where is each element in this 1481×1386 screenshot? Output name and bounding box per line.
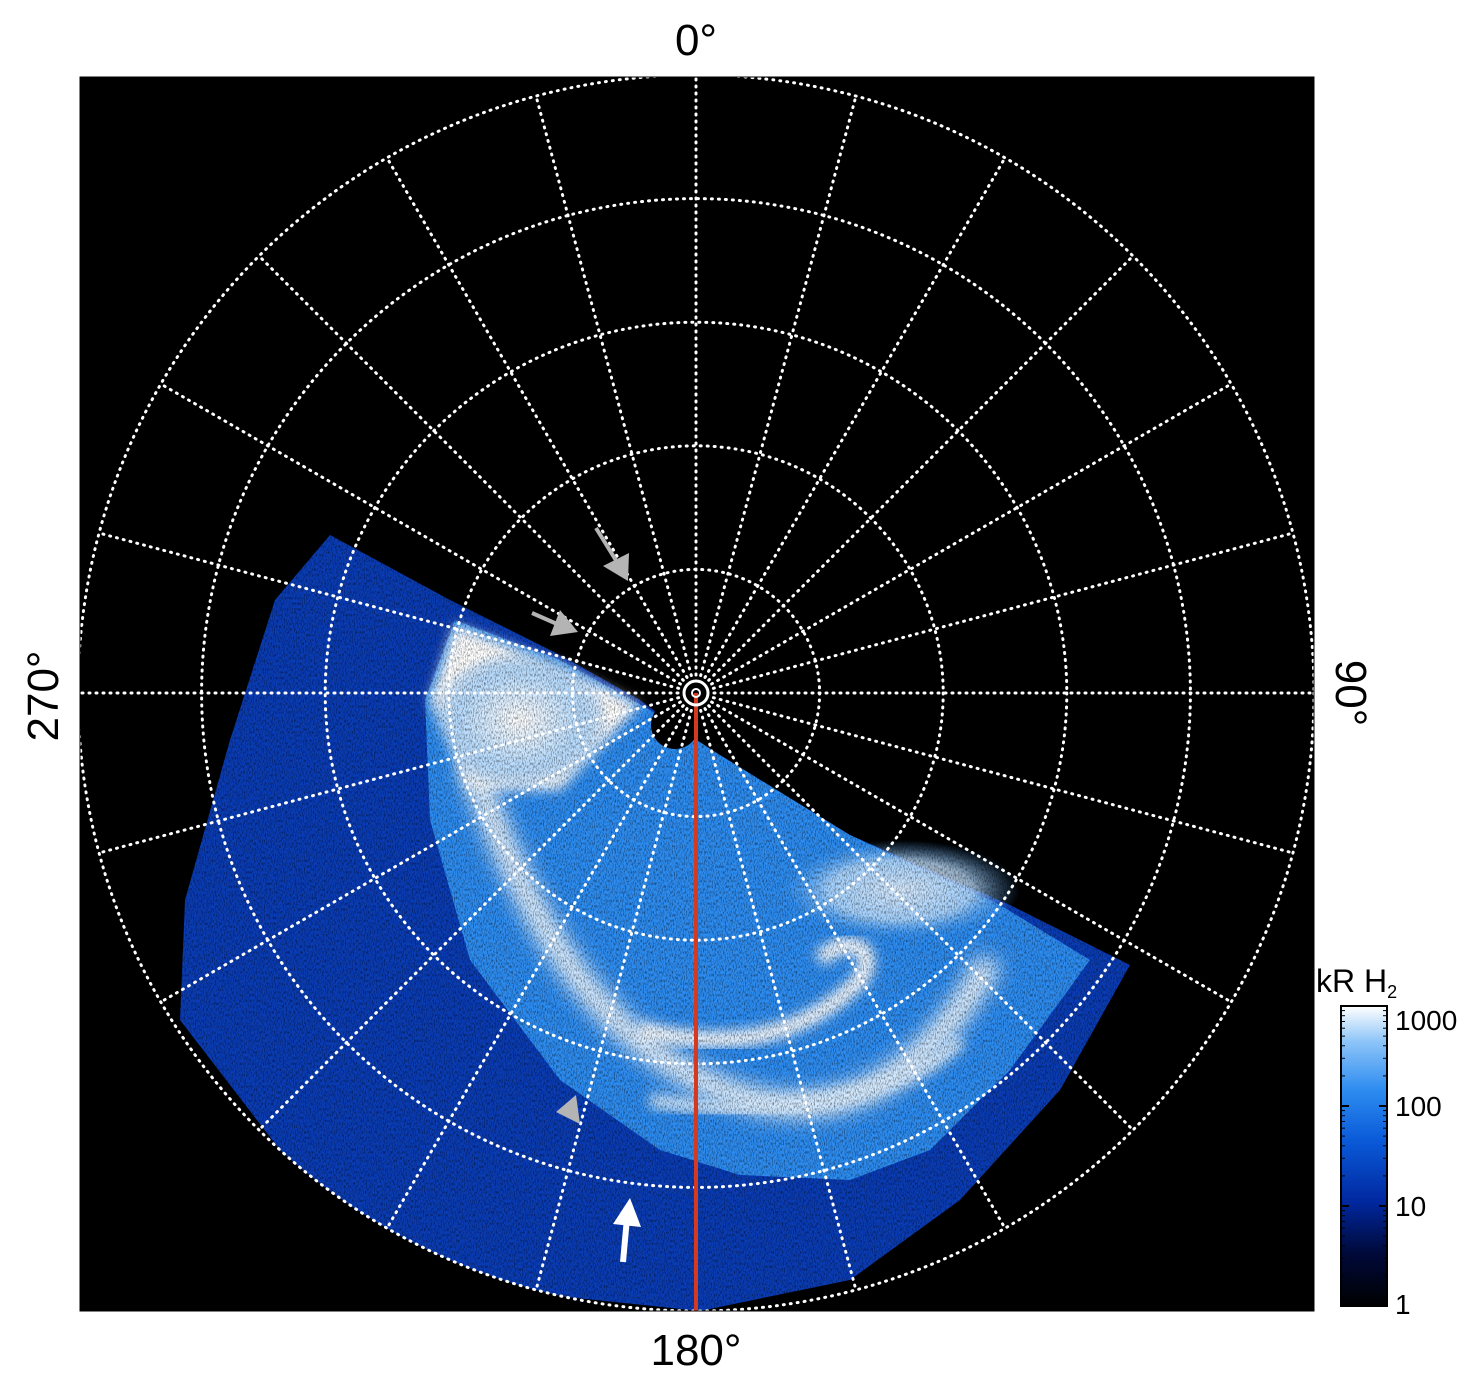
colorbar-ticks: 1 10 100 1000 xyxy=(1341,1005,1457,1320)
pole-marker-outer xyxy=(682,679,710,707)
grid-meridian-345 xyxy=(534,94,693,678)
grid-meridian-75 xyxy=(711,531,1295,690)
colorbar-label-subscript: 2 xyxy=(1387,982,1397,1002)
grid-meridian-105 xyxy=(711,696,1295,855)
pole-marker-inner xyxy=(691,688,701,698)
plot-frame xyxy=(79,76,1315,1312)
grid-meridian-300 xyxy=(159,382,682,686)
grid-meridian-195 xyxy=(534,708,693,1292)
colorbar-tick-label: 100 xyxy=(1395,1091,1442,1122)
gray-arrow-top xyxy=(594,526,629,581)
label-0-deg: 0° xyxy=(675,16,717,65)
colorbar-tick-label: 1 xyxy=(1395,1289,1411,1320)
grid-meridian-165 xyxy=(699,708,858,1292)
grid-meridian-60 xyxy=(710,382,1233,686)
grid-meridian-45 xyxy=(707,254,1135,682)
annotation-arrows xyxy=(531,526,641,1263)
grid-meridian-135 xyxy=(707,704,1135,1132)
white-arrow xyxy=(613,1198,641,1263)
colorbar: kR H2 1 10 100 1000 xyxy=(1316,963,1457,1320)
colorbar-tick-label: 10 xyxy=(1395,1191,1426,1222)
grid-meridian-15 xyxy=(699,94,858,678)
grid-meridian-255 xyxy=(97,696,681,855)
grid-meridian-150 xyxy=(703,707,1007,1230)
label-180-deg: 180° xyxy=(650,1326,741,1375)
grid-meridian-225 xyxy=(257,704,685,1132)
grid-meridian-315 xyxy=(257,254,685,682)
colorbar-gradient xyxy=(1340,1005,1388,1307)
grid-meridian-285 xyxy=(97,531,681,690)
gray-arrow-bottom xyxy=(556,1095,580,1124)
grid-ring-2 xyxy=(447,444,945,942)
label-270-deg: 270° xyxy=(19,650,68,741)
colorbar-label-main: kR H xyxy=(1316,963,1387,999)
colorbar-tick-label: 1000 xyxy=(1395,1005,1457,1036)
grid-meridian-30 xyxy=(703,156,1007,679)
grid-meridian-210 xyxy=(385,707,689,1230)
colorbar-label: kR H2 xyxy=(1316,963,1397,1002)
gray-arrow-middle xyxy=(531,610,578,636)
grid-meridian-120 xyxy=(710,700,1233,1004)
grid-meridian-330 xyxy=(385,156,689,679)
grid-meridian-240 xyxy=(159,700,682,1004)
label-90-deg: 90° xyxy=(1326,660,1375,727)
pole-mask xyxy=(651,701,699,749)
